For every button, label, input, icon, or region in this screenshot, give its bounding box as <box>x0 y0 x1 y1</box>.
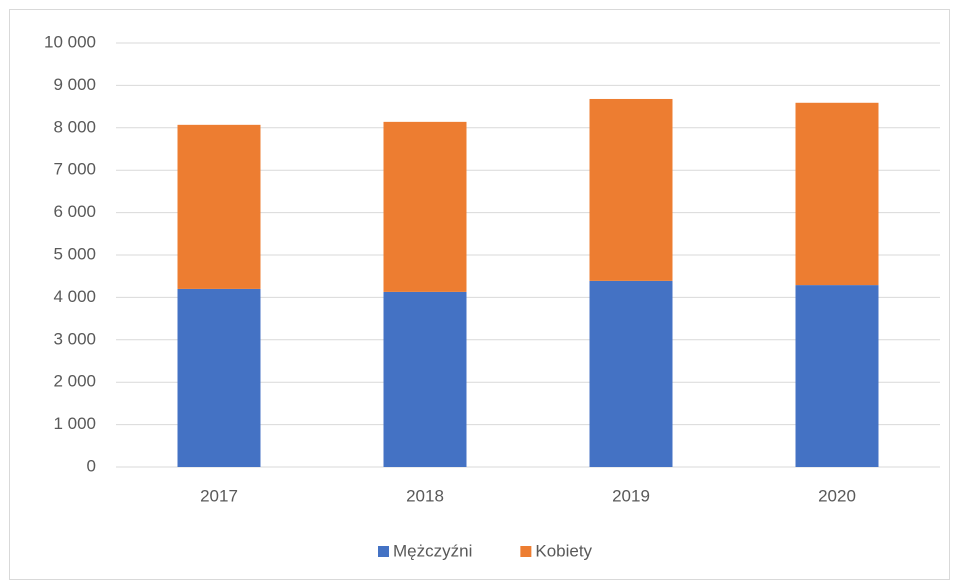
y-tick-label: 5 000 <box>53 244 96 263</box>
y-tick-label: 0 <box>87 456 96 475</box>
bar-segment <box>177 124 261 289</box>
legend-swatch <box>520 546 532 557</box>
y-tick-label: 8 000 <box>53 117 96 136</box>
y-tick-label: 10 000 <box>44 32 96 51</box>
bar-segment <box>589 280 673 467</box>
y-tick-label: 7 000 <box>53 160 96 179</box>
y-tick-label: 6 000 <box>53 202 96 221</box>
bar-segment <box>177 288 261 467</box>
y-tick-label: 1 000 <box>53 414 96 433</box>
y-tick-label: 9 000 <box>53 75 96 94</box>
bar-segment <box>383 291 467 467</box>
x-tick-label: 2017 <box>200 486 238 505</box>
x-tick-label: 2020 <box>818 486 856 505</box>
x-tick-label: 2018 <box>406 486 444 505</box>
bar-segment <box>383 121 467 292</box>
legend-label: Kobiety <box>535 541 592 560</box>
y-tick-label: 2 000 <box>53 372 96 391</box>
bar-segment <box>589 98 673 281</box>
y-tick-label: 4 000 <box>53 287 96 306</box>
bar-segment <box>795 102 879 286</box>
y-tick-label: 3 000 <box>53 329 96 348</box>
x-tick-label: 2019 <box>612 486 650 505</box>
chart-border <box>9 9 950 580</box>
legend-swatch <box>378 546 389 557</box>
bar-segment <box>795 285 879 467</box>
legend-label: Mężczyźni <box>393 541 472 560</box>
